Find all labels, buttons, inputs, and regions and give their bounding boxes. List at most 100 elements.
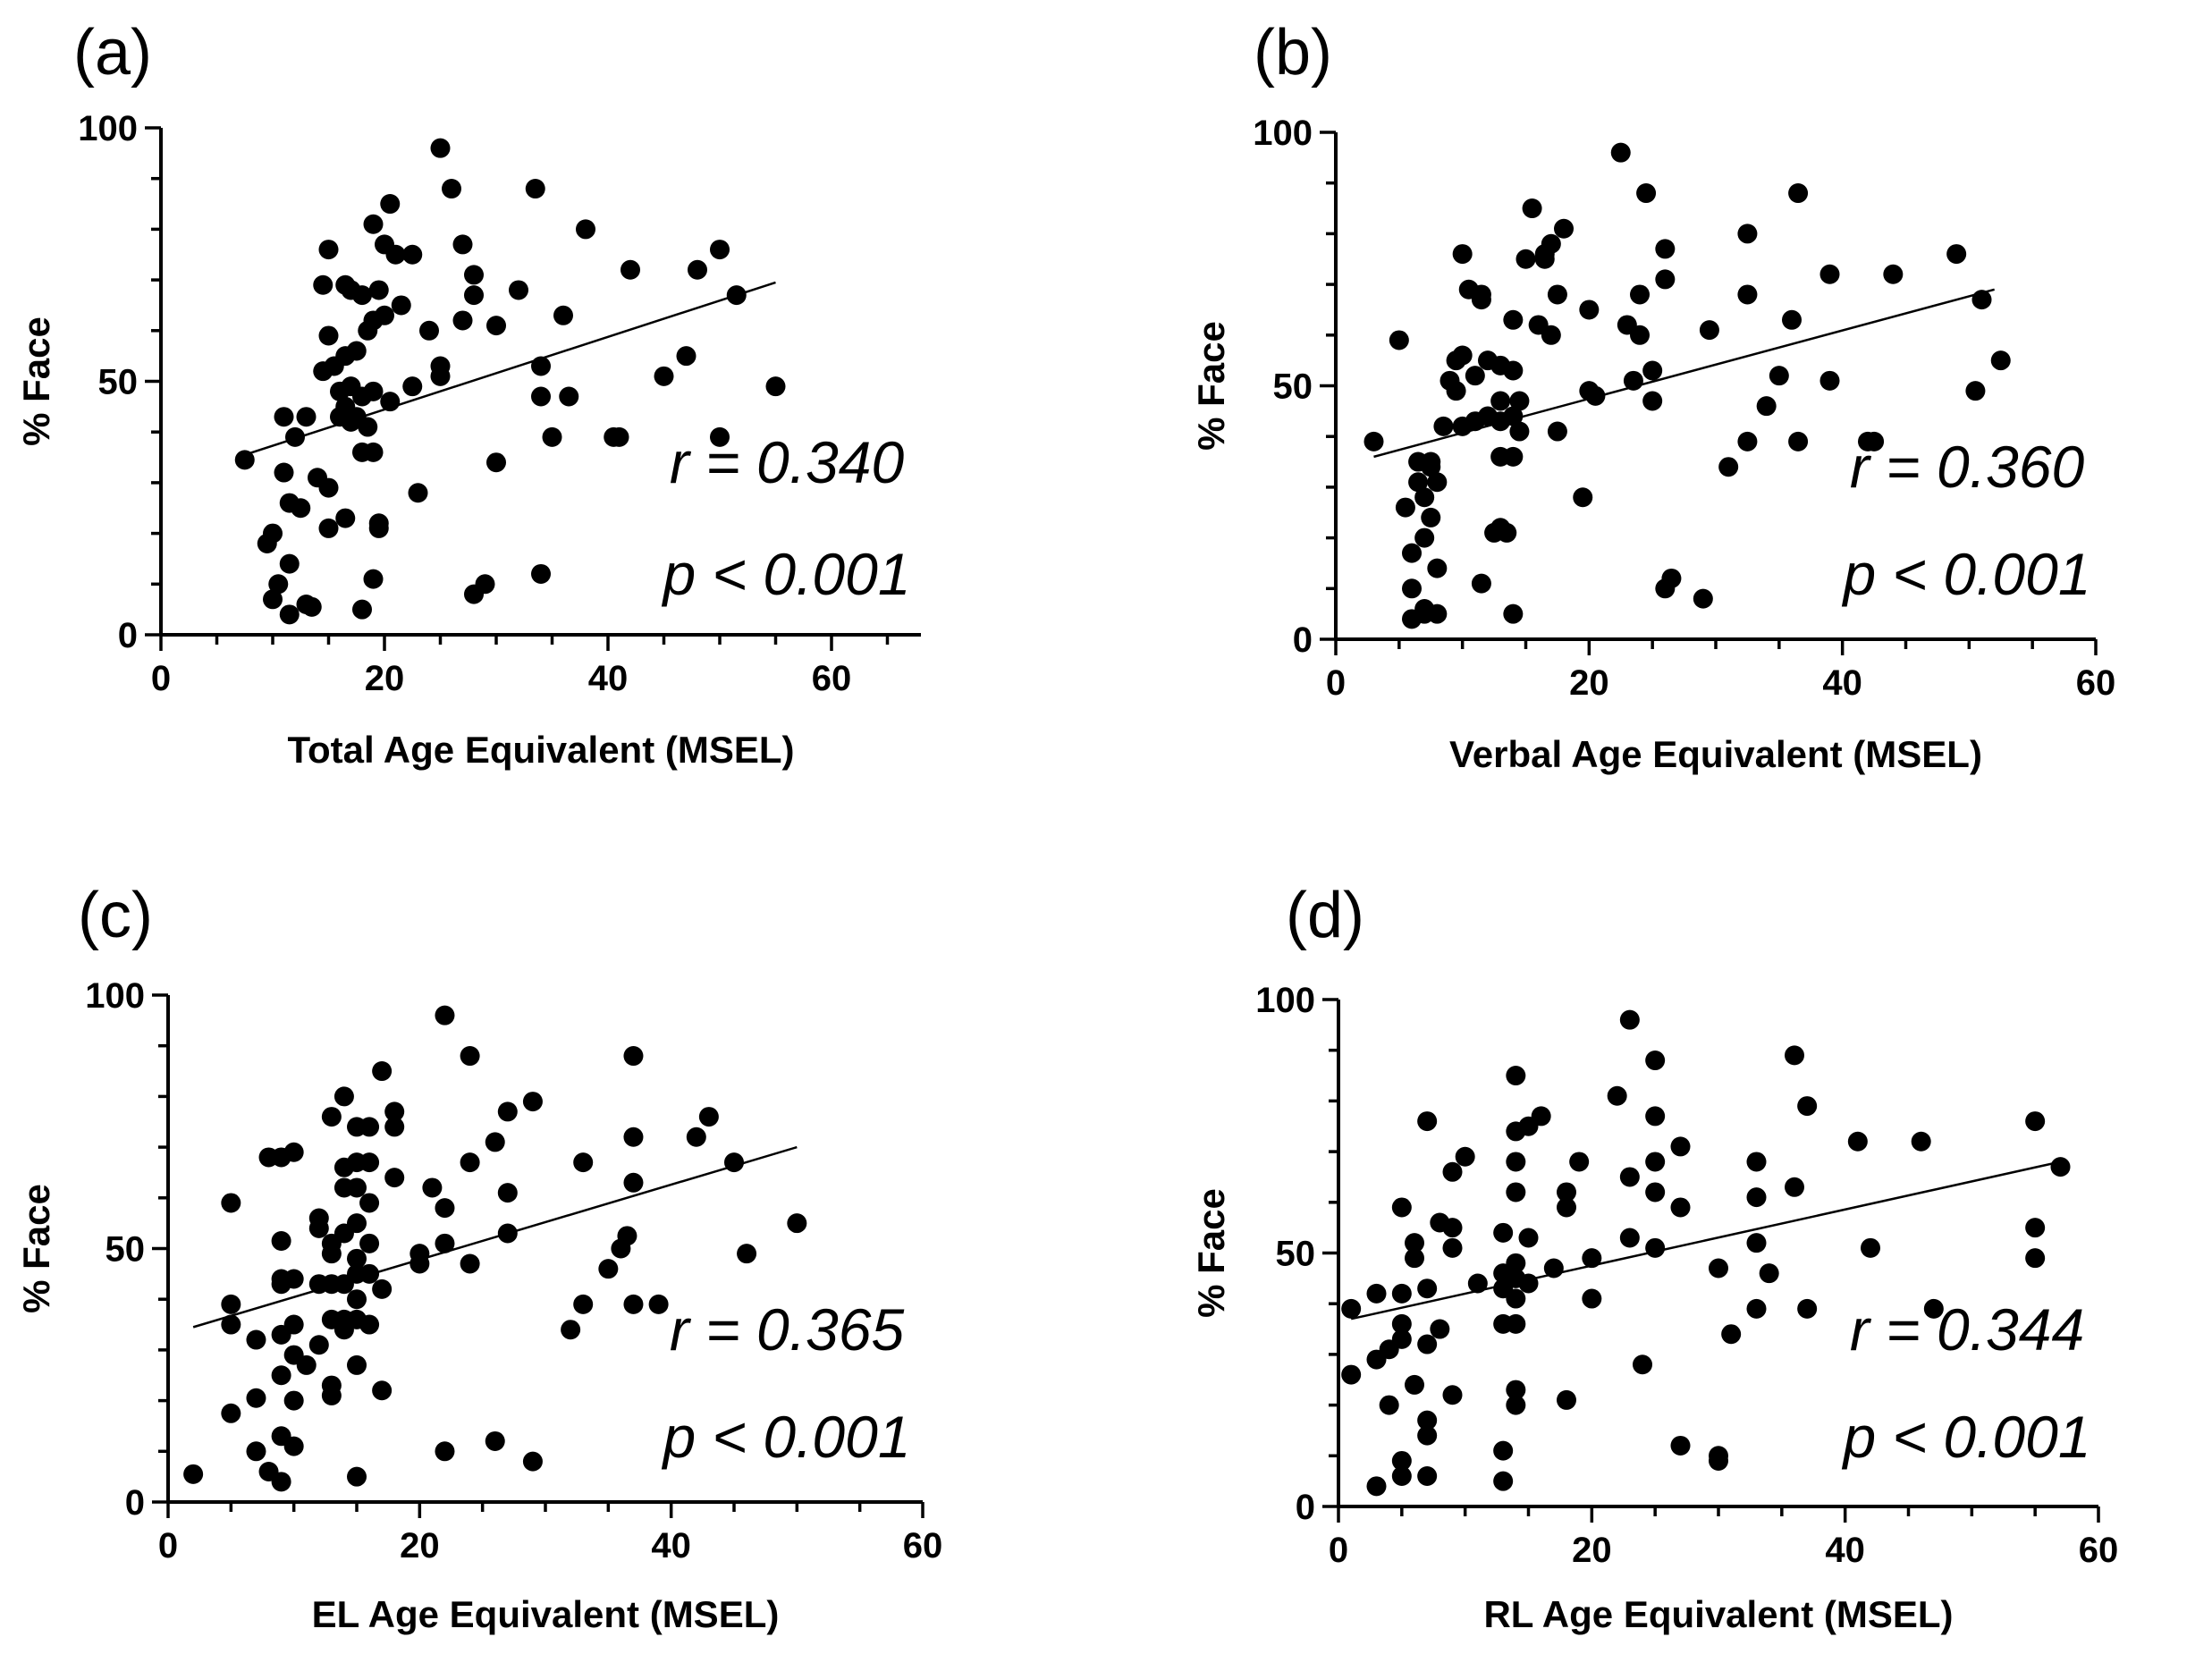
data-point xyxy=(1573,487,1593,508)
data-point xyxy=(452,234,473,255)
data-point xyxy=(296,1354,317,1375)
data-point xyxy=(318,477,339,498)
data-point xyxy=(1785,1177,1804,1197)
data-point xyxy=(1630,284,1650,305)
data-point xyxy=(283,1314,304,1335)
data-point xyxy=(623,1172,644,1193)
data-point xyxy=(1433,416,1454,436)
data-point xyxy=(1619,1009,1640,1030)
y-tick-label: 0 xyxy=(125,1483,145,1523)
x-tick-label: 60 xyxy=(903,1526,943,1565)
data-point xyxy=(347,1354,367,1375)
y-tick-label: 0 xyxy=(1296,1488,1315,1527)
data-point xyxy=(1531,1106,1551,1127)
data-point xyxy=(1693,588,1713,609)
data-point xyxy=(1737,284,1758,305)
data-point xyxy=(363,442,384,462)
data-point xyxy=(359,1314,380,1335)
r-value-annotation: r = 0.344 xyxy=(1850,1296,2084,1363)
data-point xyxy=(497,1101,518,1122)
y-tick-label: 50 xyxy=(98,363,139,402)
data-point xyxy=(1405,1374,1424,1395)
data-point xyxy=(1746,1298,1767,1319)
data-point xyxy=(1655,269,1676,290)
data-point xyxy=(452,310,473,331)
data-point xyxy=(1670,1197,1691,1218)
data-point xyxy=(623,1127,644,1147)
y-axis-title: % Face xyxy=(15,1184,57,1313)
panel-label: (c) xyxy=(78,880,153,951)
y-axis-title: % Face xyxy=(1190,321,1232,451)
data-point xyxy=(221,1403,241,1423)
data-point xyxy=(698,1107,719,1127)
data-point xyxy=(598,1259,619,1279)
data-point xyxy=(1405,1248,1424,1269)
data-point xyxy=(368,280,389,300)
data-point xyxy=(1506,1395,1526,1415)
y-tick-label: 50 xyxy=(1273,367,1313,407)
data-point xyxy=(1442,1218,1463,1238)
data-point xyxy=(1557,1197,1576,1218)
data-point xyxy=(724,1152,744,1173)
data-point xyxy=(1506,1380,1526,1400)
y-tick-label: 50 xyxy=(1276,1235,1316,1274)
data-point xyxy=(1923,1298,1944,1319)
data-point xyxy=(279,553,300,574)
data-point xyxy=(1661,568,1682,588)
data-point xyxy=(1379,1395,1399,1415)
data-point xyxy=(1861,1237,1880,1258)
data-point xyxy=(1493,1440,1514,1461)
data-point xyxy=(561,1320,581,1340)
data-point xyxy=(737,1244,757,1264)
data-point xyxy=(1503,446,1524,467)
data-point xyxy=(380,392,401,412)
data-point xyxy=(1503,360,1524,381)
data-point xyxy=(359,1152,380,1173)
data-point xyxy=(384,1101,405,1122)
data-point xyxy=(2025,1111,2046,1132)
data-point xyxy=(531,563,551,584)
data-point xyxy=(1490,391,1511,411)
data-point xyxy=(1366,1476,1387,1497)
data-point xyxy=(509,280,528,300)
data-point xyxy=(710,240,730,260)
data-point xyxy=(372,1278,393,1299)
data-point xyxy=(1569,1152,1590,1172)
data-point xyxy=(1471,290,1491,310)
data-point xyxy=(430,356,451,376)
data-point xyxy=(1503,309,1524,330)
data-point xyxy=(321,1107,342,1127)
data-point xyxy=(1417,1425,1438,1446)
data-point xyxy=(1421,507,1441,527)
data-point xyxy=(1557,1389,1576,1410)
data-point xyxy=(2050,1157,2071,1177)
data-point xyxy=(1630,325,1650,345)
data-point xyxy=(1446,381,1466,401)
data-point xyxy=(1541,233,1561,254)
x-tick-label: 40 xyxy=(588,659,629,698)
data-point xyxy=(1405,1233,1424,1253)
data-point xyxy=(274,407,294,427)
data-point xyxy=(497,1183,518,1203)
data-point xyxy=(246,1329,266,1350)
data-point xyxy=(347,1213,367,1234)
data-point xyxy=(1756,396,1777,417)
data-point xyxy=(372,1380,393,1401)
data-point xyxy=(318,240,339,260)
data-point xyxy=(359,1263,380,1284)
data-point xyxy=(430,138,451,158)
data-point xyxy=(1417,1334,1438,1354)
data-point xyxy=(1509,391,1530,411)
data-point xyxy=(1785,1045,1804,1066)
data-point xyxy=(435,1198,455,1219)
regression-line xyxy=(244,281,776,456)
data-point xyxy=(291,498,311,519)
data-point xyxy=(384,1168,405,1188)
data-point xyxy=(464,265,484,285)
p-value-annotation: p < 0.001 xyxy=(1841,1404,2090,1470)
data-point xyxy=(1452,244,1473,265)
x-axis-title: Total Age Equivalent (MSEL) xyxy=(287,729,794,771)
data-point xyxy=(1819,370,1840,391)
data-point xyxy=(271,1230,291,1251)
data-point xyxy=(408,483,428,503)
